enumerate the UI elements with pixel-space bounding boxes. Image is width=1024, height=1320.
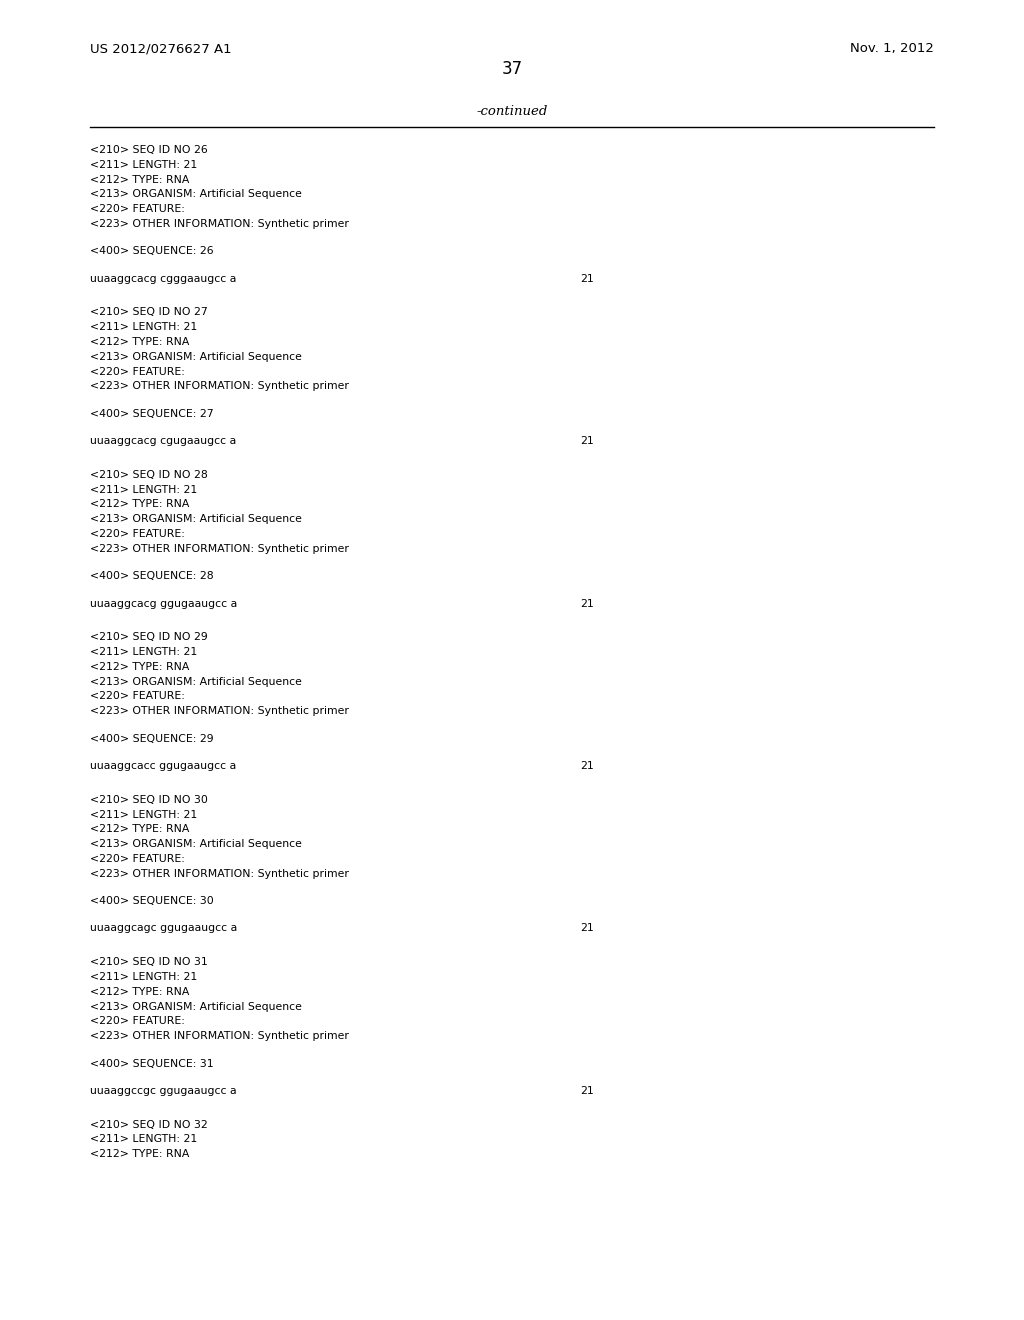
Text: uuaaggcacg cgggaaugcc a: uuaaggcacg cgggaaugcc a	[90, 273, 237, 284]
Text: Nov. 1, 2012: Nov. 1, 2012	[850, 42, 934, 55]
Text: <213> ORGANISM: Artificial Sequence: <213> ORGANISM: Artificial Sequence	[90, 840, 302, 849]
Text: <220> FEATURE:: <220> FEATURE:	[90, 692, 185, 701]
Text: 37: 37	[502, 59, 522, 78]
Text: <213> ORGANISM: Artificial Sequence: <213> ORGANISM: Artificial Sequence	[90, 352, 302, 362]
Text: <210> SEQ ID NO 26: <210> SEQ ID NO 26	[90, 145, 208, 154]
Text: uuaaggcagc ggugaaugcc a: uuaaggcagc ggugaaugcc a	[90, 924, 238, 933]
Text: <400> SEQUENCE: 26: <400> SEQUENCE: 26	[90, 247, 214, 256]
Text: <220> FEATURE:: <220> FEATURE:	[90, 529, 185, 539]
Text: 21: 21	[580, 762, 594, 771]
Text: <211> LENGTH: 21: <211> LENGTH: 21	[90, 647, 198, 657]
Text: <212> TYPE: RNA: <212> TYPE: RNA	[90, 661, 189, 672]
Text: <223> OTHER INFORMATION: Synthetic primer: <223> OTHER INFORMATION: Synthetic prime…	[90, 706, 349, 717]
Text: <211> LENGTH: 21: <211> LENGTH: 21	[90, 160, 198, 170]
Text: <210> SEQ ID NO 31: <210> SEQ ID NO 31	[90, 957, 208, 968]
Text: <212> TYPE: RNA: <212> TYPE: RNA	[90, 174, 189, 185]
Text: <213> ORGANISM: Artificial Sequence: <213> ORGANISM: Artificial Sequence	[90, 677, 302, 686]
Text: <210> SEQ ID NO 29: <210> SEQ ID NO 29	[90, 632, 208, 643]
Text: uuaaggccgc ggugaaugcc a: uuaaggccgc ggugaaugcc a	[90, 1086, 237, 1096]
Text: uuaaggcacg ggugaaugcc a: uuaaggcacg ggugaaugcc a	[90, 598, 238, 609]
Text: <210> SEQ ID NO 28: <210> SEQ ID NO 28	[90, 470, 208, 480]
Text: <213> ORGANISM: Artificial Sequence: <213> ORGANISM: Artificial Sequence	[90, 1002, 302, 1011]
Text: <211> LENGTH: 21: <211> LENGTH: 21	[90, 809, 198, 820]
Text: <212> TYPE: RNA: <212> TYPE: RNA	[90, 987, 189, 997]
Text: 21: 21	[580, 1086, 594, 1096]
Text: <223> OTHER INFORMATION: Synthetic primer: <223> OTHER INFORMATION: Synthetic prime…	[90, 381, 349, 392]
Text: 21: 21	[580, 598, 594, 609]
Text: <211> LENGTH: 21: <211> LENGTH: 21	[90, 972, 198, 982]
Text: US 2012/0276627 A1: US 2012/0276627 A1	[90, 42, 231, 55]
Text: <400> SEQUENCE: 30: <400> SEQUENCE: 30	[90, 896, 214, 906]
Text: <212> TYPE: RNA: <212> TYPE: RNA	[90, 337, 189, 347]
Text: <223> OTHER INFORMATION: Synthetic primer: <223> OTHER INFORMATION: Synthetic prime…	[90, 1031, 349, 1041]
Text: <212> TYPE: RNA: <212> TYPE: RNA	[90, 499, 189, 510]
Text: <223> OTHER INFORMATION: Synthetic primer: <223> OTHER INFORMATION: Synthetic prime…	[90, 219, 349, 228]
Text: <212> TYPE: RNA: <212> TYPE: RNA	[90, 824, 189, 834]
Text: <210> SEQ ID NO 27: <210> SEQ ID NO 27	[90, 308, 208, 317]
Text: <400> SEQUENCE: 27: <400> SEQUENCE: 27	[90, 409, 214, 418]
Text: <211> LENGTH: 21: <211> LENGTH: 21	[90, 322, 198, 333]
Text: 21: 21	[580, 436, 594, 446]
Text: <220> FEATURE:: <220> FEATURE:	[90, 854, 185, 863]
Text: <223> OTHER INFORMATION: Synthetic primer: <223> OTHER INFORMATION: Synthetic prime…	[90, 869, 349, 879]
Text: <211> LENGTH: 21: <211> LENGTH: 21	[90, 484, 198, 495]
Text: uuaaggcacc ggugaaugcc a: uuaaggcacc ggugaaugcc a	[90, 762, 237, 771]
Text: 21: 21	[580, 924, 594, 933]
Text: <400> SEQUENCE: 28: <400> SEQUENCE: 28	[90, 572, 214, 581]
Text: <400> SEQUENCE: 31: <400> SEQUENCE: 31	[90, 1059, 214, 1068]
Text: uuaaggcacg cgugaaugcc a: uuaaggcacg cgugaaugcc a	[90, 436, 237, 446]
Text: <223> OTHER INFORMATION: Synthetic primer: <223> OTHER INFORMATION: Synthetic prime…	[90, 544, 349, 554]
Text: 21: 21	[580, 273, 594, 284]
Text: <211> LENGTH: 21: <211> LENGTH: 21	[90, 1134, 198, 1144]
Text: <210> SEQ ID NO 30: <210> SEQ ID NO 30	[90, 795, 208, 805]
Text: <213> ORGANISM: Artificial Sequence: <213> ORGANISM: Artificial Sequence	[90, 189, 302, 199]
Text: <220> FEATURE:: <220> FEATURE:	[90, 1016, 185, 1027]
Text: <220> FEATURE:: <220> FEATURE:	[90, 205, 185, 214]
Text: -continued: -continued	[476, 106, 548, 117]
Text: <213> ORGANISM: Artificial Sequence: <213> ORGANISM: Artificial Sequence	[90, 515, 302, 524]
Text: <210> SEQ ID NO 32: <210> SEQ ID NO 32	[90, 1119, 208, 1130]
Text: <400> SEQUENCE: 29: <400> SEQUENCE: 29	[90, 734, 214, 743]
Text: <212> TYPE: RNA: <212> TYPE: RNA	[90, 1150, 189, 1159]
Text: <220> FEATURE:: <220> FEATURE:	[90, 367, 185, 376]
